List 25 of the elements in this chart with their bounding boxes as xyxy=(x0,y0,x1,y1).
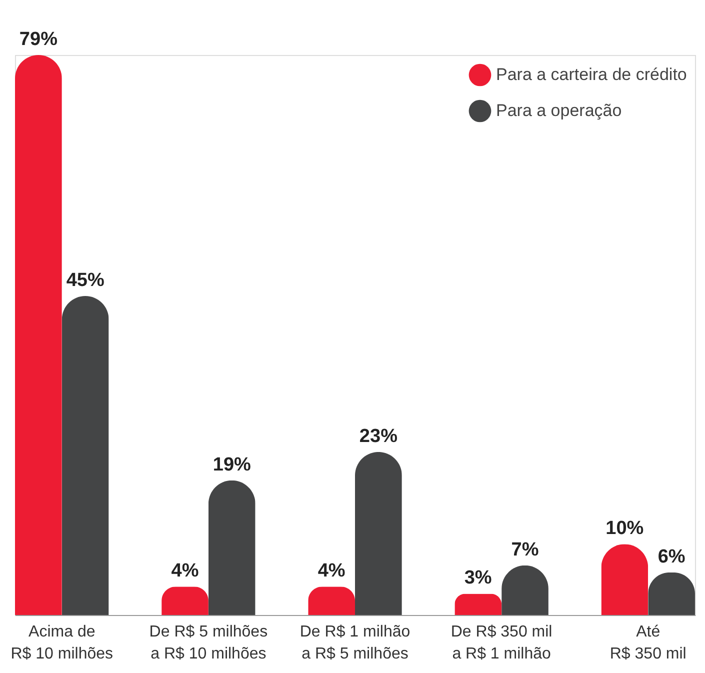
bar xyxy=(355,452,402,615)
bar xyxy=(62,296,109,615)
bar xyxy=(308,586,355,615)
x-tick-label: Até R$ 350 mil xyxy=(610,624,686,662)
x-tick-label: Acima de R$ 10 milhões xyxy=(10,624,114,662)
x-tick-label: De R$ 1 milhão a R$ 5 milhões xyxy=(300,624,410,662)
bar xyxy=(162,586,208,615)
data-label: 6% xyxy=(658,546,686,568)
data-label: 45% xyxy=(66,270,104,292)
data-label: 7% xyxy=(511,539,539,560)
legend-label: Para a operação xyxy=(496,101,622,120)
data-label: 79% xyxy=(19,29,58,50)
bar xyxy=(15,55,62,615)
bar xyxy=(208,480,256,615)
data-label: 3% xyxy=(464,568,492,589)
x-tick-label: De R$ 350 mil a R$ 1 milhão xyxy=(450,624,552,662)
data-label: 10% xyxy=(606,518,644,540)
data-label: 23% xyxy=(359,426,398,447)
data-label: 4% xyxy=(171,560,199,582)
x-tick-label: De R$ 5 milhões a R$ 10 milhões xyxy=(149,624,268,662)
data-label: 4% xyxy=(318,560,346,582)
data-label: 19% xyxy=(212,454,252,476)
legend-label: Para a carteira de crédito xyxy=(496,65,687,84)
bar xyxy=(454,594,502,615)
bar xyxy=(601,544,648,615)
